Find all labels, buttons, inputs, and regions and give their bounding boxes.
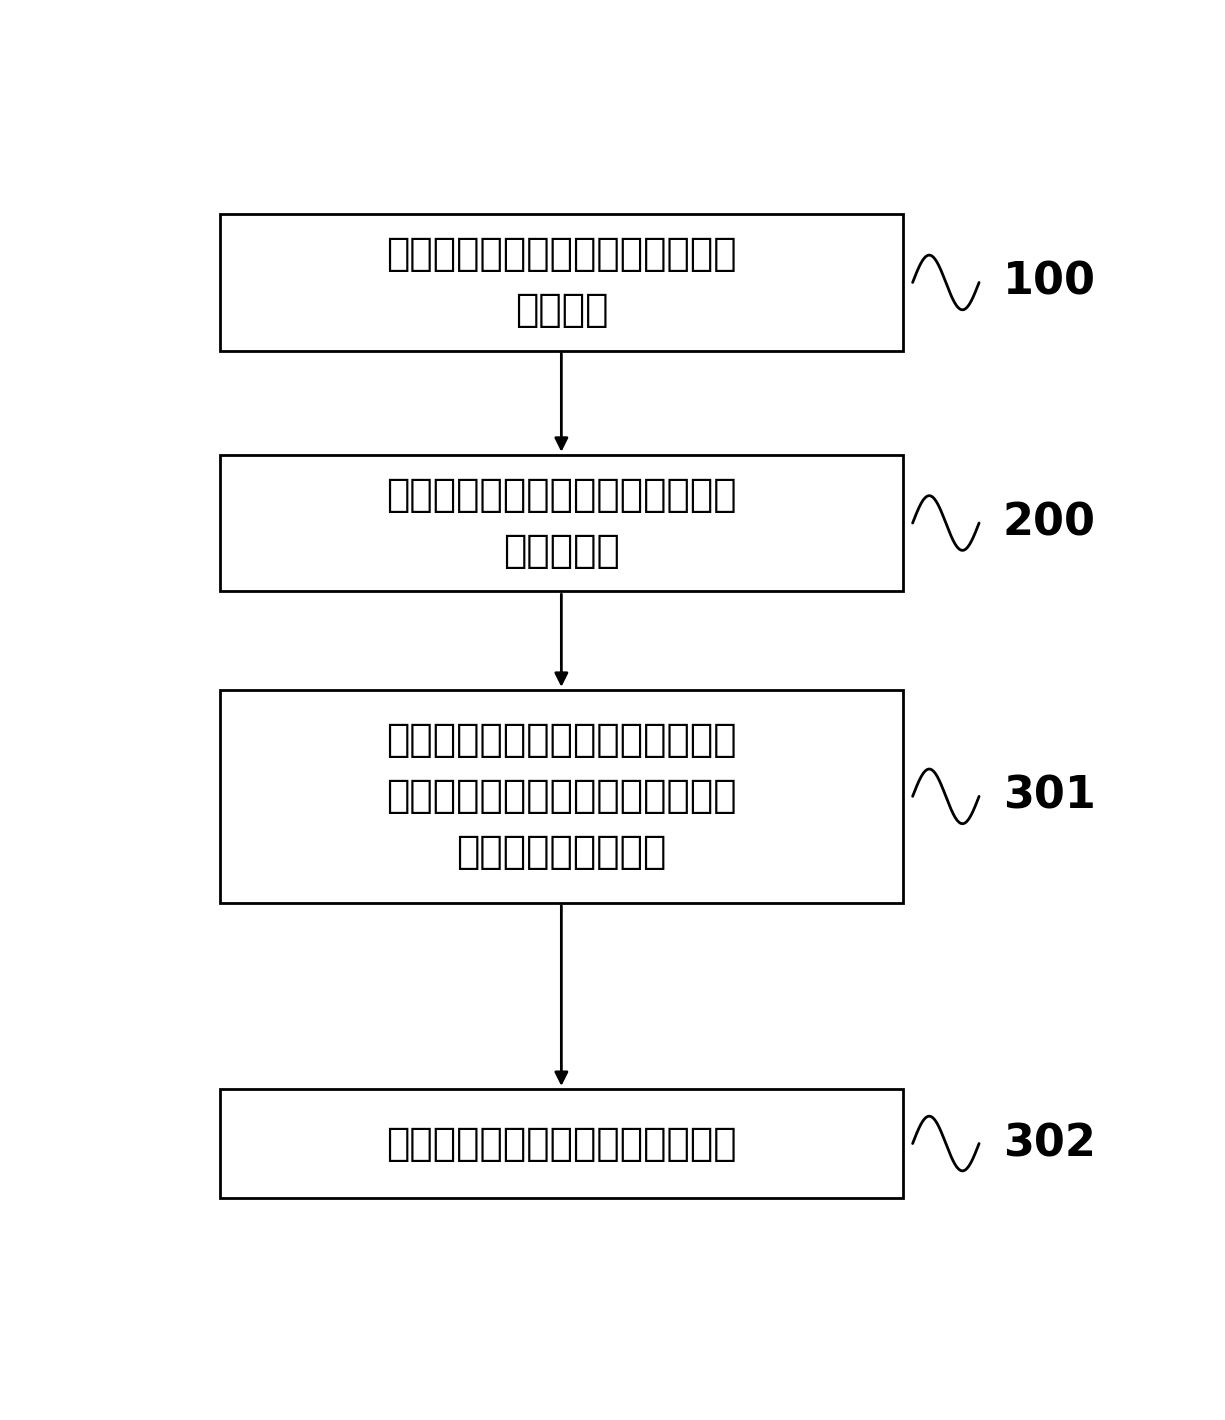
Text: 将用户侧三相中每一相上的总电能
以及变压器侧三相中每一相上的总
电能发送给系统主站: 将用户侧三相中每一相上的总电能 以及变压器侧三相中每一相上的总 电能发送给系统主… [386,721,736,872]
Bar [219,454,903,591]
Text: 200: 200 [1003,501,1096,544]
Text: 301: 301 [1003,775,1095,818]
Text: 100: 100 [1003,261,1096,304]
Bar [219,214,903,351]
Text: 计量并采集用户侧三相中每一相上
的总电能: 计量并采集用户侧三相中每一相上 的总电能 [386,236,736,329]
Text: 由系统主站计算各个分相线损情况: 由系统主站计算各个分相线损情况 [386,1125,736,1163]
Bar [219,1089,903,1198]
Text: 计量并采集变压器侧三相中每一相
上的总电能: 计量并采集变压器侧三相中每一相 上的总电能 [386,476,736,569]
Text: 302: 302 [1003,1122,1095,1164]
Bar [219,690,903,903]
